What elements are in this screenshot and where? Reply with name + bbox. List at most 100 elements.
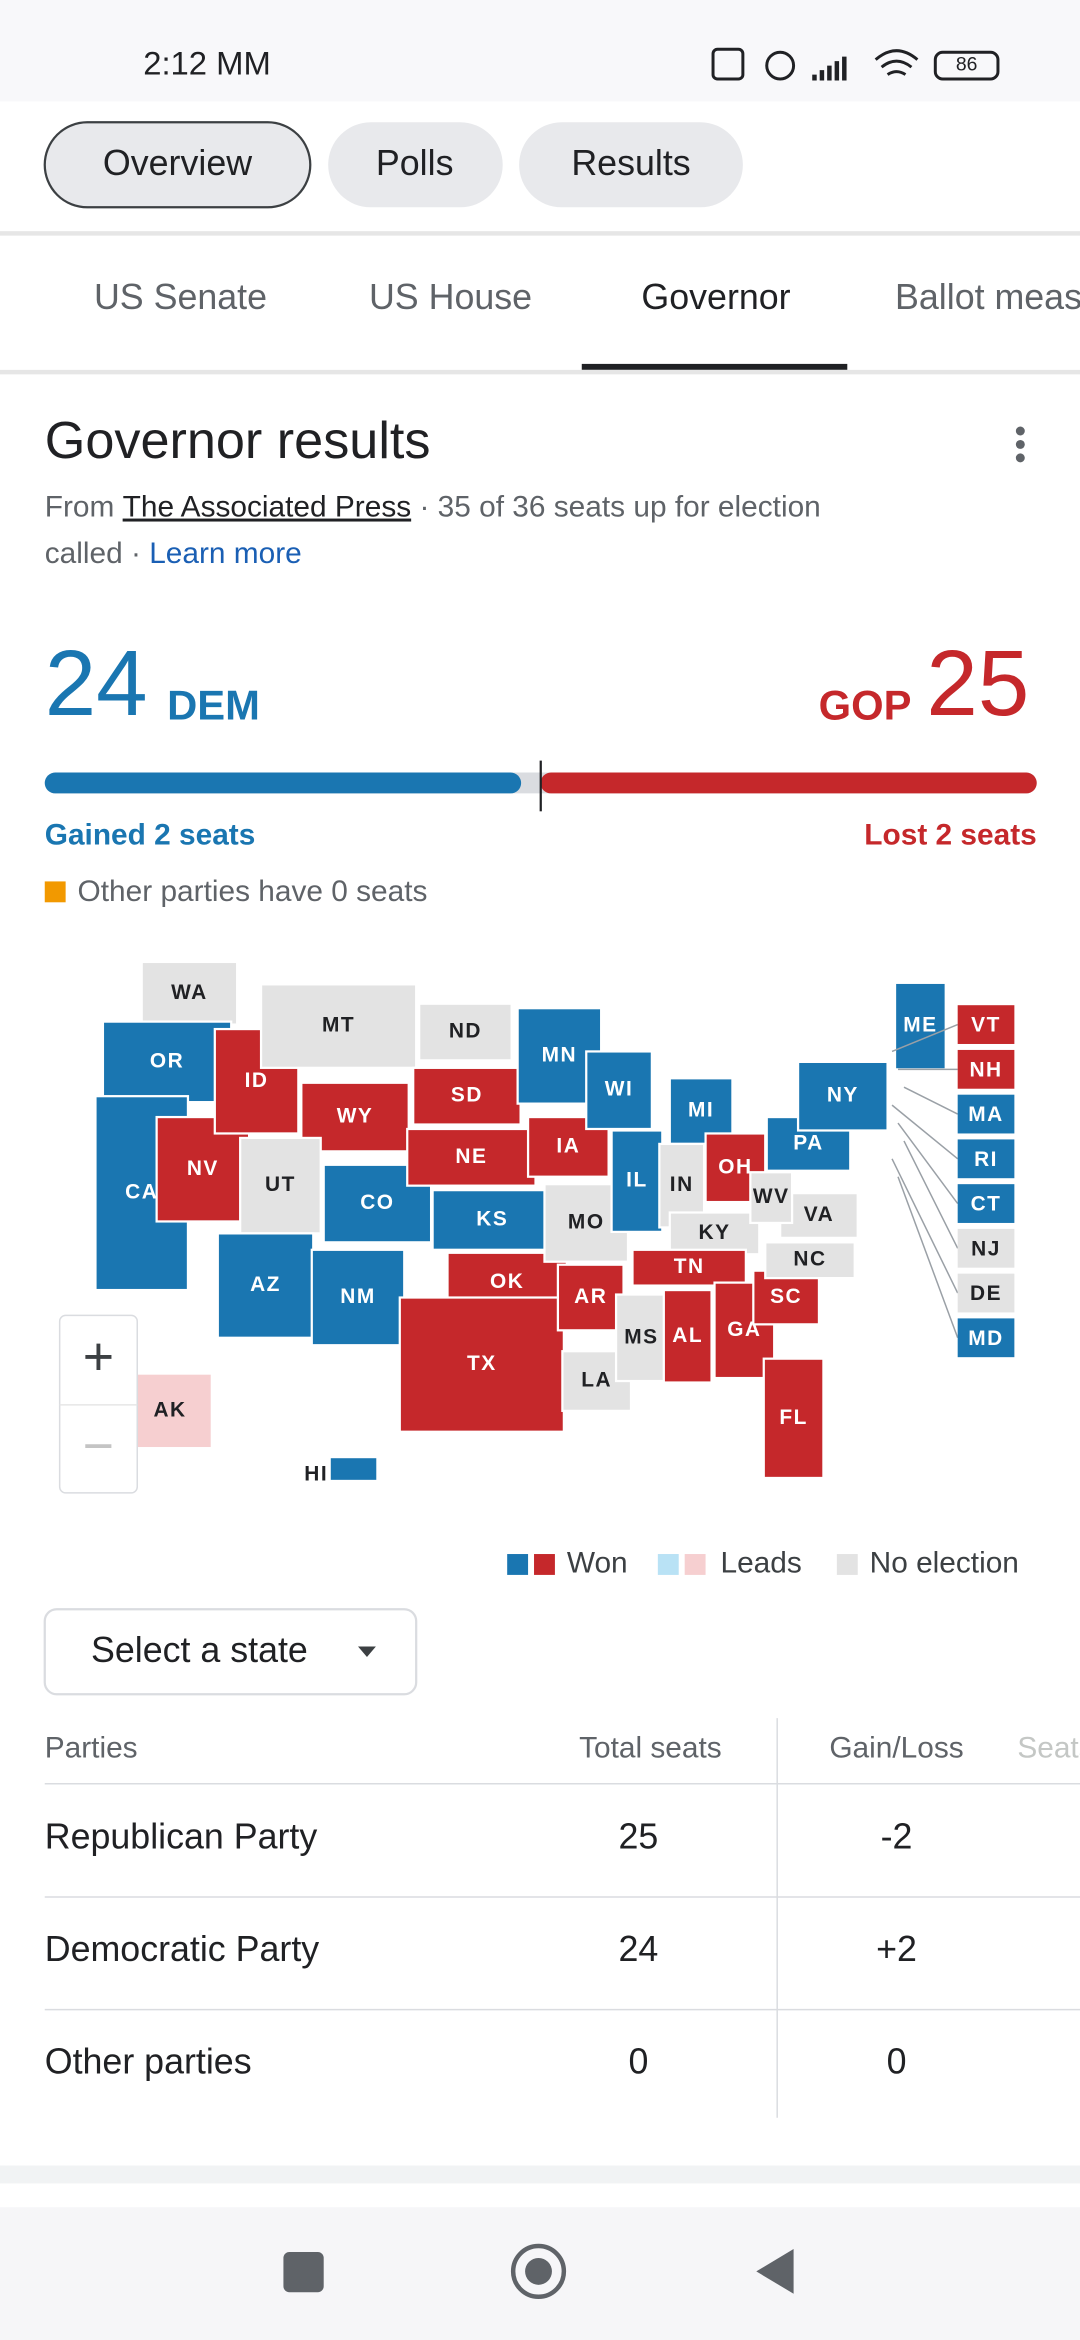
legend-swatch <box>534 1554 555 1575</box>
party-name: Republican Party <box>45 1816 318 1856</box>
state[interactable] <box>556 1263 625 1332</box>
state[interactable] <box>398 1296 565 1433</box>
state[interactable] <box>127 1372 213 1450</box>
state-label: FL <box>779 1406 808 1429</box>
state[interactable] <box>631 1248 747 1287</box>
state[interactable] <box>406 1127 537 1187</box>
state[interactable] <box>668 1211 761 1256</box>
chip-label[interactable]: Polls <box>376 143 454 183</box>
leader-line <box>903 1086 959 1115</box>
small-state[interactable] <box>957 1318 1015 1358</box>
state[interactable] <box>610 1129 664 1234</box>
tab[interactable]: US Senate <box>94 277 267 317</box>
state-label: RI <box>974 1148 998 1171</box>
nav-back[interactable] <box>756 2249 794 2294</box>
state[interactable] <box>216 1232 315 1339</box>
tab-active[interactable]: Governor <box>641 277 790 317</box>
state-label: NC <box>793 1248 826 1271</box>
state-label: MI <box>688 1099 714 1122</box>
column-header: Seats <box>1017 1731 1080 1764</box>
small-state[interactable] <box>957 1094 1015 1134</box>
gop-bar <box>540 772 1037 794</box>
small-state[interactable] <box>957 1049 1015 1089</box>
small-state[interactable] <box>957 1139 1015 1179</box>
state-select-label[interactable]: Select a state <box>91 1630 308 1670</box>
state[interactable] <box>101 1020 233 1104</box>
state-label: MO <box>568 1210 605 1233</box>
zoom-in[interactable]: + <box>83 1326 114 1386</box>
learn-more-link[interactable]: Learn more <box>149 537 302 570</box>
state[interactable] <box>239 1136 322 1235</box>
chip-overview[interactable] <box>43 121 312 209</box>
state-label: CA <box>125 1181 158 1204</box>
nav-recents[interactable] <box>283 2252 324 2293</box>
chip-results[interactable] <box>519 122 743 208</box>
state[interactable] <box>893 981 947 1071</box>
small-state[interactable] <box>957 1228 1015 1268</box>
source-line: From The Associated Press · 35 of 36 sea… <box>45 490 821 523</box>
zoom-out[interactable]: − <box>83 1416 114 1476</box>
state-label: NJ <box>971 1237 1001 1260</box>
state-label: IL <box>626 1169 648 1192</box>
legend-swatch <box>836 1554 858 1575</box>
state[interactable] <box>662 1288 713 1384</box>
state-label: MD <box>968 1327 1003 1350</box>
cell-value: 25 <box>619 1816 659 1856</box>
legend-swatch <box>507 1554 529 1575</box>
source-line2: called · <box>45 537 149 570</box>
cell-value: +2 <box>876 1929 917 1969</box>
source-prefix: From <box>45 490 123 523</box>
small-state[interactable] <box>957 1184 1015 1223</box>
state[interactable] <box>328 1455 379 1483</box>
state-label: LA <box>581 1369 612 1392</box>
gop-seats: 25 <box>926 631 1029 735</box>
chip-label[interactable]: Overview <box>103 143 252 183</box>
state[interactable] <box>764 1241 856 1280</box>
state-label: NM <box>340 1285 375 1308</box>
state[interactable] <box>418 1002 513 1062</box>
state[interactable] <box>259 983 418 1069</box>
legend: Won Leads No election <box>507 1546 1019 1579</box>
small-state[interactable] <box>957 1273 1015 1313</box>
state-label: OH <box>718 1155 752 1178</box>
column-header: Gain/Loss <box>829 1731 963 1764</box>
legend-swatch <box>657 1554 679 1575</box>
state[interactable] <box>749 1171 794 1225</box>
state-label: CO <box>360 1191 394 1214</box>
tab[interactable]: Ballot measures <box>895 277 1080 317</box>
cell-value: -2 <box>881 1816 913 1856</box>
state-label: CT <box>971 1193 1002 1216</box>
clock: 2:12 MM <box>143 44 271 81</box>
state-select[interactable] <box>43 1608 418 1696</box>
source-link[interactable]: The Associated Press <box>123 490 412 523</box>
leader-line <box>891 1104 959 1160</box>
dem-seats: 24 <box>45 631 148 735</box>
status-icons <box>711 47 1000 81</box>
state[interactable] <box>752 1269 821 1326</box>
state[interactable] <box>585 1050 653 1131</box>
small-state[interactable] <box>957 1005 1015 1044</box>
state-label: HI <box>304 1463 328 1486</box>
cell-value: 0 <box>887 2042 907 2082</box>
dem-bar <box>44 772 522 794</box>
other-swatch <box>44 881 66 903</box>
source-suffix: · 35 of 36 seats up for election <box>411 490 821 523</box>
nav-home[interactable] <box>510 2243 567 2299</box>
state[interactable] <box>762 1357 825 1480</box>
state-label: SC <box>770 1285 802 1308</box>
more-menu[interactable] <box>1015 426 1025 463</box>
state[interactable] <box>140 960 239 1026</box>
tab[interactable]: US House <box>369 277 532 317</box>
state[interactable] <box>412 1066 522 1126</box>
state-label: TX <box>467 1352 497 1375</box>
state-label: NV <box>187 1157 219 1180</box>
chip-label[interactable]: Results <box>571 143 690 183</box>
state-label: MS <box>624 1325 658 1348</box>
state[interactable] <box>796 1060 889 1132</box>
state[interactable] <box>431 1189 554 1251</box>
state-label: NE <box>455 1145 487 1168</box>
state-label: UT <box>265 1173 296 1196</box>
other-parties: Other parties have 0 seats <box>78 875 428 908</box>
chip-polls[interactable] <box>328 122 503 208</box>
